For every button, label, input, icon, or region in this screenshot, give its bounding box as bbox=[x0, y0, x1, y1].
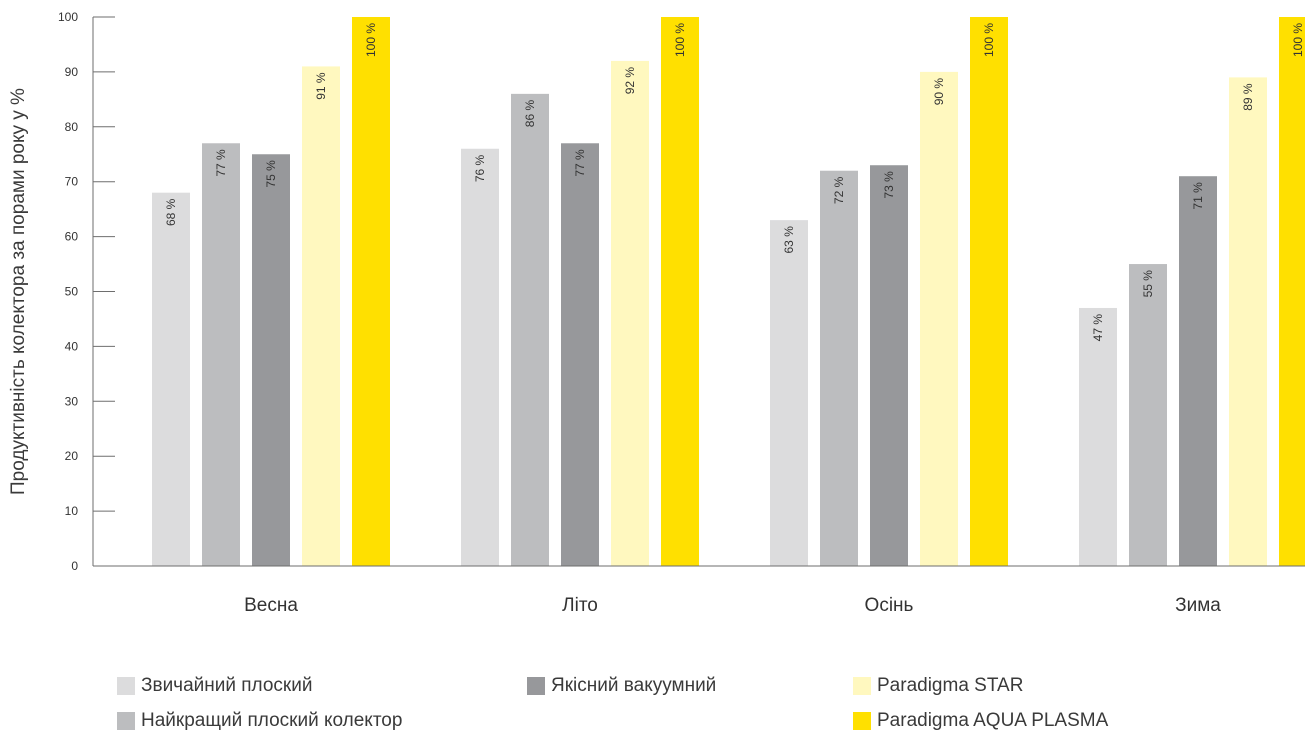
bar-value-label: 76 % bbox=[473, 154, 487, 182]
y-tick-label: 60 bbox=[65, 230, 79, 244]
y-tick-label: 0 bbox=[71, 559, 78, 573]
bar-value-label: 100 % bbox=[364, 23, 378, 57]
bar-value-label: 100 % bbox=[1291, 23, 1305, 57]
bar-value-label: 100 % bbox=[673, 23, 687, 57]
bar-value-label: 86 % bbox=[523, 100, 537, 128]
bar-value-label: 55 % bbox=[1141, 270, 1155, 298]
bar-value-label: 73 % bbox=[882, 171, 896, 199]
legend-swatch bbox=[853, 712, 871, 730]
bar-value-labels: 68 % 77 % 75 % 91 % 100 % 76 % 86 % 77 % 92 % 100… bbox=[164, 23, 1305, 342]
legend-item: Paradigma STAR bbox=[853, 675, 1023, 697]
bar bbox=[1179, 176, 1217, 566]
bar bbox=[820, 170, 858, 566]
bar-value-label: 91 % bbox=[314, 72, 328, 100]
bar bbox=[870, 165, 908, 567]
legend-label: Paradigma AQUA PLASMA bbox=[877, 710, 1109, 731]
y-tick-label: 40 bbox=[65, 339, 79, 353]
bar bbox=[970, 17, 1008, 566]
bar-value-label: 90 % bbox=[932, 78, 946, 106]
legend-item: Paradigma AQUA PLASMA bbox=[853, 710, 1108, 732]
bar-value-label: 77 % bbox=[214, 149, 228, 177]
bar-value-label: 75 % bbox=[264, 160, 278, 188]
bar bbox=[302, 66, 340, 566]
x-tick-label: Весна bbox=[244, 595, 298, 616]
y-tick-label: 70 bbox=[65, 175, 79, 189]
bar bbox=[920, 71, 958, 567]
bar-chart: 0 10 20 30 40 50 60 70 80 90 100 68 % 77 % 75 % 91 % 1… bbox=[8, 10, 1305, 616]
legend-swatch bbox=[117, 712, 135, 730]
bars-group bbox=[152, 17, 1305, 567]
x-tick-label: Зима bbox=[1175, 595, 1221, 616]
legend-swatch bbox=[117, 677, 135, 695]
y-tick-label: 100 bbox=[58, 10, 78, 24]
y-axis-title: Продуктивність колектора за порами року … bbox=[8, 88, 29, 495]
bar bbox=[152, 192, 190, 566]
x-axis-tick-labels: Весна Літо Осінь Зима bbox=[244, 595, 1221, 616]
legend-label: Звичайний плоский bbox=[141, 675, 313, 696]
y-tick-label: 20 bbox=[65, 449, 79, 463]
bar-value-label: 89 % bbox=[1241, 83, 1255, 111]
bar bbox=[461, 148, 499, 566]
bar bbox=[1279, 17, 1305, 566]
bar bbox=[611, 60, 649, 567]
x-tick-label: Літо bbox=[562, 595, 598, 616]
bar-value-label: 77 % bbox=[573, 149, 587, 177]
x-tick-label: Осінь bbox=[865, 595, 914, 616]
legend-label: Якісний вакуумний bbox=[551, 675, 717, 696]
bar-value-label: 63 % bbox=[782, 226, 796, 254]
y-tick-label: 90 bbox=[65, 65, 79, 79]
bar bbox=[561, 143, 599, 566]
bar bbox=[352, 17, 390, 566]
legend-swatch bbox=[853, 677, 871, 695]
legend-item: Найкращий плоский колектор bbox=[117, 710, 402, 732]
bar bbox=[1079, 307, 1117, 566]
bar-value-label: 72 % bbox=[832, 176, 846, 204]
bar bbox=[252, 154, 290, 566]
bar-value-label: 71 % bbox=[1191, 182, 1205, 210]
bar bbox=[202, 143, 240, 566]
y-tick-label: 80 bbox=[65, 120, 79, 134]
legend-item: Звичайний плоский bbox=[117, 675, 312, 697]
bar-value-label: 47 % bbox=[1091, 314, 1105, 342]
bar-value-label: 92 % bbox=[623, 67, 637, 95]
bar bbox=[511, 93, 549, 567]
legend-item: Якісний вакуумний bbox=[527, 675, 716, 697]
y-axis-ticks: 0 10 20 30 40 50 60 70 80 90 100 bbox=[58, 10, 115, 573]
legend-label: Найкращий плоский колектор bbox=[141, 710, 403, 731]
y-tick-label: 10 bbox=[65, 504, 79, 518]
legend-label: Paradigma STAR bbox=[877, 675, 1024, 696]
y-tick-label: 50 bbox=[65, 285, 79, 299]
bar-value-label: 68 % bbox=[164, 198, 178, 226]
bar bbox=[1129, 264, 1167, 566]
bar bbox=[1229, 77, 1267, 566]
bar bbox=[770, 220, 808, 566]
legend-swatch bbox=[527, 677, 545, 695]
bar bbox=[661, 17, 699, 566]
y-tick-label: 30 bbox=[65, 394, 79, 408]
bar-value-label: 100 % bbox=[982, 23, 996, 57]
